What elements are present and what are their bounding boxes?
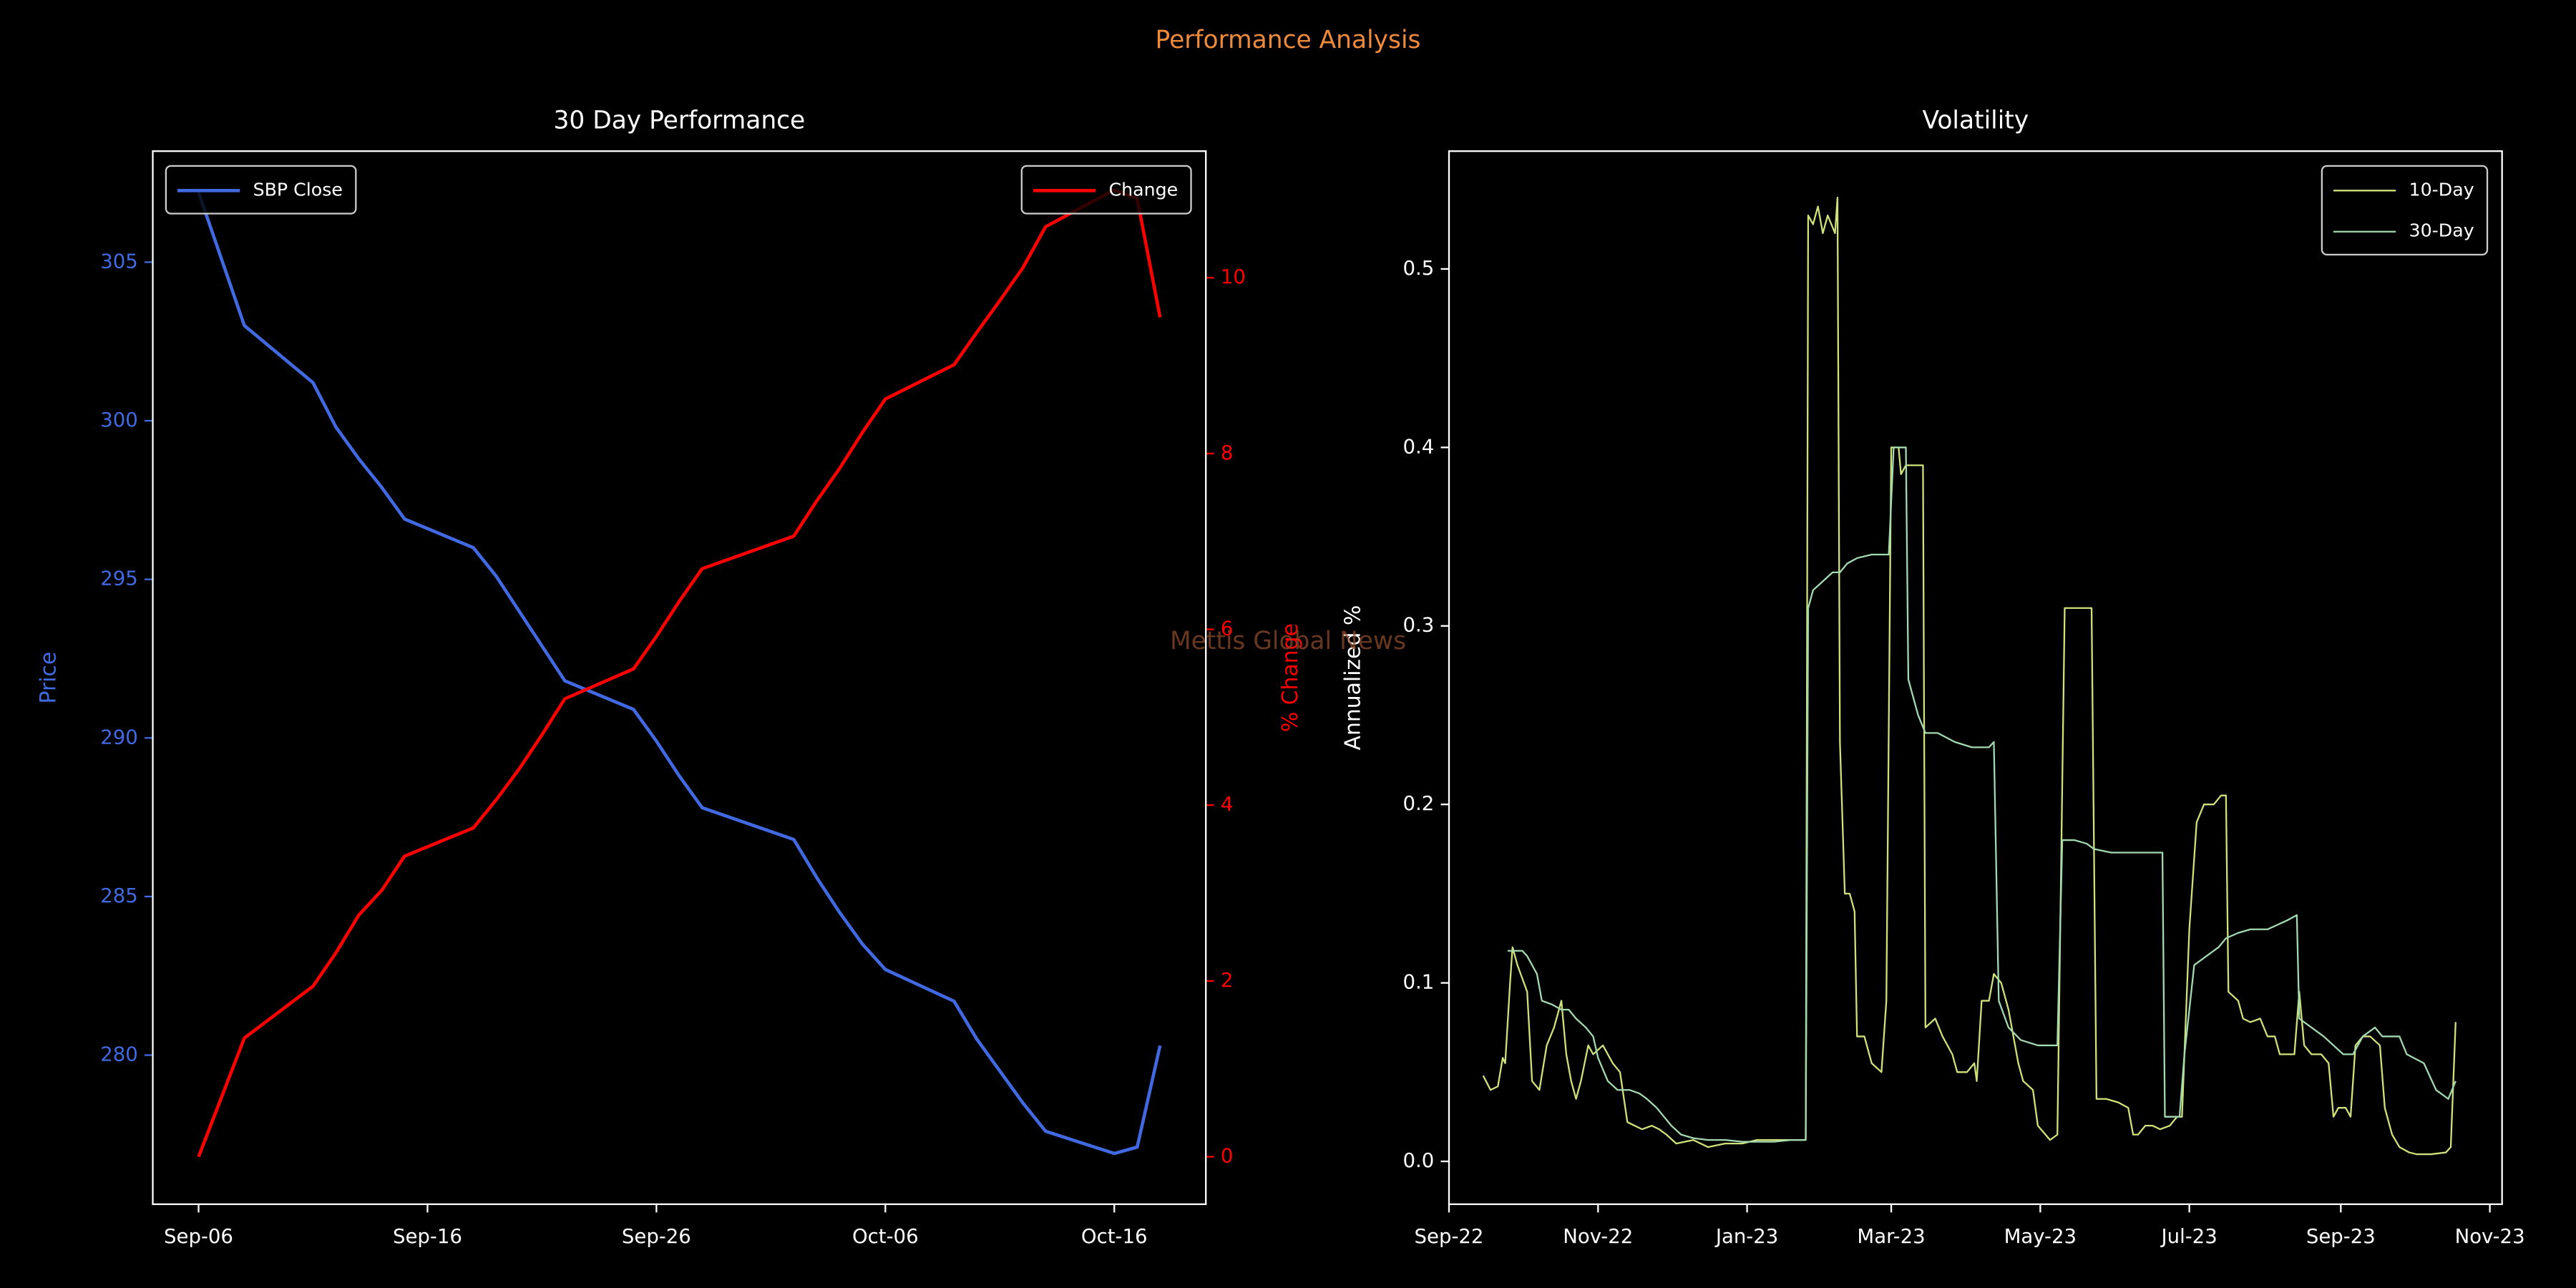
x-tick-label: Sep-06 [164,1225,233,1248]
y2-tick-label: 2 [1221,969,1234,992]
x-tick-label: Sep-16 [393,1225,462,1248]
legend-label: SBP Close [253,179,343,200]
y-tick-label: 0.3 [1403,614,1435,637]
x-tick-label: Nov-22 [1563,1225,1633,1248]
legend: SBP Close [165,165,357,215]
legend-label: Change [1108,179,1178,200]
y-tick-label: 300 [100,409,138,431]
y2-tick-label: 0 [1221,1145,1234,1168]
legend-box [165,165,357,215]
y-tick-label: 0.5 [1403,257,1435,280]
legend: 10-Day 30-Day [2321,165,2489,256]
y2-tick-label: 10 [1221,265,1246,288]
y-tick-label: 0.0 [1403,1149,1435,1172]
series-line [1482,196,2457,1156]
y2-tick-label: 4 [1221,793,1234,816]
x-tick-label: Jan-23 [1714,1225,1778,1248]
y-tick-label: 0.1 [1403,971,1435,994]
watermark: Mettis Global News [1170,627,1406,655]
x-tick-label: Mar-23 [1857,1225,1925,1248]
y-tick-label: 0.4 [1403,435,1435,458]
series-line [1507,447,2457,1143]
y-tick-label: 280 [100,1043,138,1066]
y-tick-label: 0.2 [1403,792,1435,815]
legend-label: 10-Day [2409,179,2474,200]
series-line [197,192,1162,1156]
y-tick-label: 285 [100,884,138,907]
x-tick-label: Oct-06 [852,1225,919,1248]
y-axis-label: Annualized % [1340,605,1365,751]
legend: Change [1020,165,1192,215]
y2-axis-label: % Change [1278,623,1303,732]
y-axis-label: Price [36,652,61,704]
y-tick-label: 290 [100,726,138,748]
y2-tick-label: 6 [1221,618,1234,640]
x-tick-label: Jul-23 [2160,1225,2218,1248]
axes-frame [152,150,1207,1206]
x-tick-label: Sep-26 [622,1225,691,1248]
legend-box [1020,165,1192,215]
axes-frame [1448,150,2503,1206]
x-tick-label: Nov-23 [2455,1225,2525,1248]
x-tick-label: Sep-22 [1415,1225,1484,1248]
figure-title: Performance Analysis [1156,26,1421,54]
x-tick-label: May-23 [2004,1225,2077,1248]
x-tick-label: Sep-23 [2306,1225,2376,1248]
legend-label: 30-Day [2409,220,2474,241]
x-tick-label: Oct-16 [1081,1225,1148,1248]
y-tick-label: 305 [100,250,138,273]
y2-tick-label: 8 [1221,441,1234,464]
chart-title: Volatility [1923,106,2029,135]
chart-title: 30 Day Performance [553,106,805,135]
y-tick-label: 295 [100,567,138,590]
series-line [197,187,1162,1158]
